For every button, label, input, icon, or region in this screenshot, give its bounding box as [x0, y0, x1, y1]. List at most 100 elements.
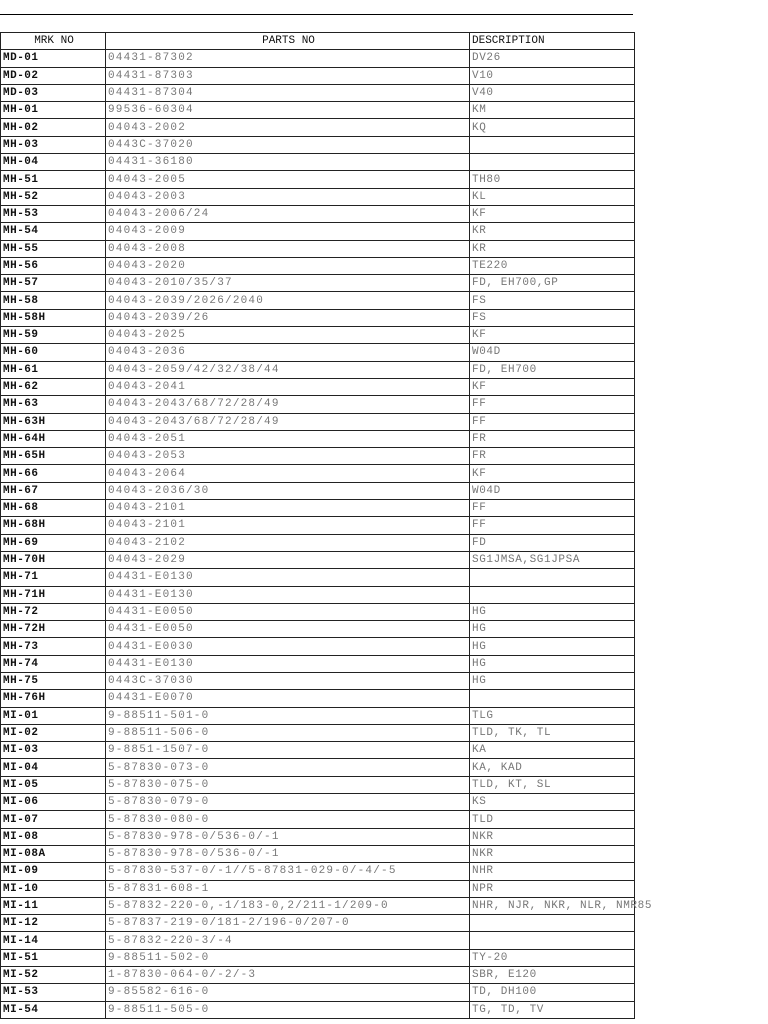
parts-no-cell: 5-87837-219-0/181-2/196-0/207-0: [105, 914, 470, 933]
parts-no-cell: 04431-E0070: [105, 689, 470, 708]
mrk-no-cell: MI-10: [0, 879, 106, 898]
parts-no-cell: 04043-2102: [105, 533, 470, 552]
parts-no-cell: 04043-2043/68/72/28/49: [105, 395, 470, 414]
description-cell: KF: [469, 326, 635, 345]
mrk-no-cell: MH-72: [0, 602, 106, 622]
mrk-no-cell: MI-08A: [0, 844, 106, 864]
description-cell: FR: [469, 429, 635, 449]
description-cell: [469, 153, 635, 172]
table-row: MH-72H 04431-E0050 HG: [0, 620, 635, 639]
table-row: MH-68 04043-2101 FF: [0, 499, 635, 518]
parts-no-cell: 04431-E0030: [105, 637, 470, 656]
description-cell: V40: [469, 83, 635, 103]
table-row: MH-56 04043-2020 TE220: [0, 256, 635, 276]
parts-no-cell: 04431-E0050: [105, 602, 470, 622]
description-cell: [469, 568, 635, 587]
description-cell: TY-20: [469, 948, 635, 968]
table-row: MI-06 5-87830-079-0 KS: [0, 793, 635, 812]
table-row: MH-58H 04043-2039/26 FS: [0, 308, 635, 328]
table-row: MH-52 04043-2003 KL: [0, 187, 635, 206]
table-row: MH-64H 04043-2051 FR: [0, 429, 635, 449]
table-row: MH-53 04043-2006/24 KF: [0, 204, 635, 224]
description-cell: FR: [469, 447, 635, 466]
description-cell: TH80: [469, 170, 635, 189]
parts-no-cell: 5-87830-080-0: [105, 810, 470, 829]
parts-no-cell: 9-88511-506-0: [105, 723, 470, 743]
parts-no-cell: 5-87830-073-0: [105, 758, 470, 777]
mrk-no-cell: MH-03: [0, 135, 106, 155]
parts-no-cell: 1-87830-064-0/-2/-3: [105, 966, 470, 985]
parts-no-cell: 04043-2051: [105, 429, 470, 449]
table-row: MI-52 1-87830-064-0/-2/-3 SBR, E120: [0, 966, 635, 985]
description-cell: NKR: [469, 827, 635, 846]
description-cell: DV26: [469, 49, 635, 68]
table-row: MH-75 0443C-37030 HG: [0, 671, 635, 691]
mrk-no-cell: MI-53: [0, 983, 106, 1002]
description-cell: [469, 135, 635, 155]
parts-no-cell: 04043-2036/30: [105, 481, 470, 501]
mrk-no-cell: MH-73: [0, 637, 106, 656]
table-row: MH-63 04043-2043/68/72/28/49 FF: [0, 395, 635, 414]
mrk-no-cell: MH-04: [0, 153, 106, 172]
header-description: DESCRIPTION: [469, 31, 635, 51]
description-cell: KM: [469, 101, 635, 120]
table-row: MI-11 5-87832-220-0,-1/183-0,2/211-1/209-…: [0, 896, 651, 916]
mrk-no-cell: MH-76H: [0, 689, 106, 708]
table-row: MH-03 0443C-37020: [0, 135, 635, 155]
description-cell: KA: [469, 741, 635, 760]
description-cell: [469, 914, 635, 933]
description-cell: [469, 689, 635, 708]
description-cell: SBR, E120: [469, 966, 635, 985]
description-cell: KQ: [469, 118, 635, 137]
parts-no-cell: 0443C-37020: [105, 135, 470, 155]
table-row: MI-02 9-88511-506-0 TLD, TK, TL: [0, 723, 635, 743]
description-cell: HG: [469, 637, 635, 656]
mrk-no-cell: MH-57: [0, 274, 106, 293]
parts-no-cell: 9-85582-616-0: [105, 983, 470, 1002]
table-row: MI-14 5-87832-220-3/-4: [0, 931, 635, 950]
mrk-no-cell: MI-11: [0, 896, 106, 916]
table-body: MD-01 04431-87302 DV26 MD-02 04431-87303 V10 M…: [0, 49, 651, 1019]
description-cell: TLD, KT, SL: [469, 775, 635, 795]
description-cell: W04D: [469, 481, 635, 501]
description-cell: NPR: [469, 879, 635, 898]
table-row: MI-03 9-8851-1507-0 KA: [0, 741, 635, 760]
parts-no-cell: 9-88511-501-0: [105, 706, 470, 725]
table-row: MH-71 04431-E0130: [0, 568, 635, 587]
top-rule: [0, 14, 633, 15]
parts-no-cell: 04043-2002: [105, 118, 470, 137]
parts-no-cell: 04043-2043/68/72/28/49: [105, 412, 470, 431]
description-cell: FF: [469, 516, 635, 535]
parts-no-cell: 04043-2101: [105, 516, 470, 535]
mrk-no-cell: MI-06: [0, 793, 106, 812]
table-row: MH-65H 04043-2053 FR: [0, 447, 635, 466]
mrk-no-cell: MH-70H: [0, 550, 106, 570]
description-cell: FD, EH700: [469, 360, 635, 379]
table-row: MI-07 5-87830-080-0 TLD: [0, 810, 635, 829]
table-row: MH-66 04043-2064 KF: [0, 464, 635, 483]
mrk-no-cell: MI-51: [0, 948, 106, 968]
table-row: MI-01 9-88511-501-0 TLG: [0, 706, 635, 725]
description-cell: NKR: [469, 844, 635, 864]
parts-no-cell: 04043-2064: [105, 464, 470, 483]
parts-no-cell: 04043-2039/26: [105, 308, 470, 328]
parts-no-cell: 04043-2025: [105, 326, 470, 345]
description-cell: HG: [469, 620, 635, 639]
mrk-no-cell: MH-71: [0, 568, 106, 587]
table-row: MH-71H 04431-E0130: [0, 585, 635, 604]
parts-no-cell: 04043-2020: [105, 256, 470, 276]
table-row: MH-60 04043-2036 W04D: [0, 343, 635, 362]
table-row: MI-04 5-87830-073-0 KA, KAD: [0, 758, 635, 777]
description-cell: KA, KAD: [469, 758, 635, 777]
mrk-no-cell: MH-66: [0, 464, 106, 483]
mrk-no-cell: MI-09: [0, 862, 106, 881]
description-cell: HG: [469, 671, 635, 691]
description-cell: FF: [469, 395, 635, 414]
description-cell: W04D: [469, 343, 635, 362]
parts-no-cell: 5-87830-537-0/-1//5-87831-029-0/-4/-5: [105, 862, 470, 881]
description-cell: [469, 931, 635, 950]
description-cell: KF: [469, 204, 635, 224]
table-row: MH-51 04043-2005 TH80: [0, 170, 635, 189]
parts-no-cell: 04431-87303: [105, 66, 470, 85]
mrk-no-cell: MH-63: [0, 395, 106, 414]
